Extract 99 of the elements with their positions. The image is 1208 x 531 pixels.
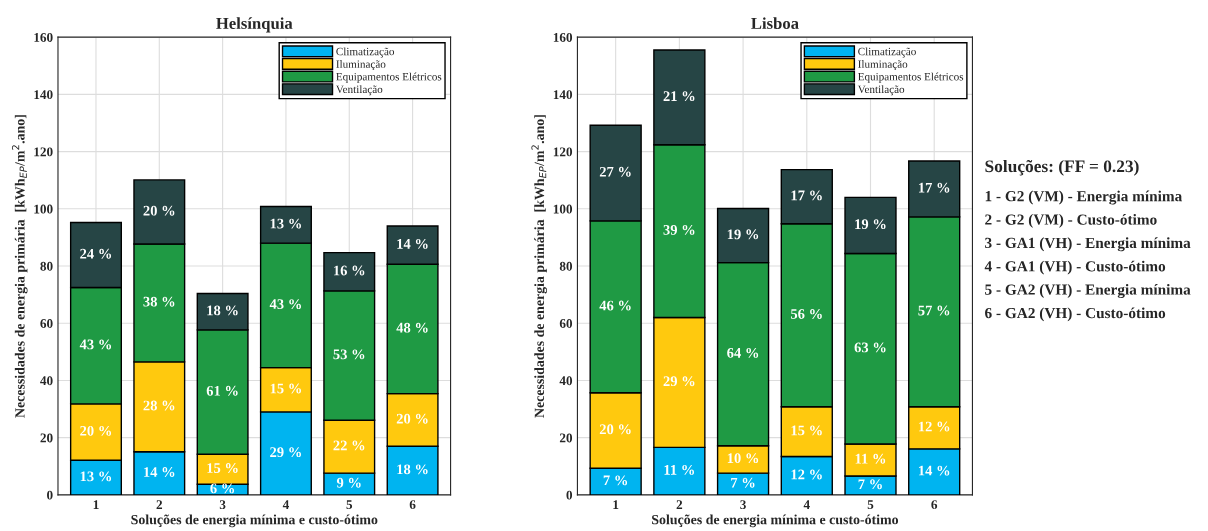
x-axis-title: Soluções de energia mínima e custo-ótimo — [652, 514, 899, 528]
legend-label: Iluminação — [336, 60, 386, 71]
x-tick-label: 2 — [156, 500, 163, 509]
y-tick-label: 140 — [34, 90, 53, 100]
annotation: 43 % — [269, 299, 301, 310]
annotation: 27 % — [599, 166, 631, 177]
annotation: 61 % — [206, 385, 238, 396]
annotation: 39 % — [663, 224, 695, 235]
annotation: 53 % — [333, 349, 365, 360]
annotation: 64 % — [727, 347, 759, 358]
annotation: 19 % — [855, 219, 886, 230]
annotation: 15 % — [270, 383, 301, 394]
annotation: 18 % — [207, 305, 238, 316]
annotation: 20 % — [143, 205, 175, 216]
annotation: 15 % — [207, 463, 238, 473]
annotation: 6 % — [210, 483, 235, 494]
y-axis-title: Necessidades de energia primária [kWh$_{EP}$/m$^{2}$.ano] — [11, 115, 28, 418]
x-tick-label: 3 — [219, 500, 226, 510]
y-tick-label: 40 — [40, 376, 53, 386]
y-tick-label: 160 — [553, 32, 573, 42]
annotation: 20 % — [599, 424, 631, 435]
y-axis-title: Necessidades de energia primária [kWh$_{EP}$/m$^{2}$.ano] — [531, 115, 547, 418]
y-tick-label: 20 — [559, 433, 573, 443]
y-tick-label: 20 — [40, 433, 53, 443]
x-tick-label: 2 — [676, 500, 683, 509]
text: Soluções: (FF = 0.23) — [985, 159, 1139, 176]
y-tick-label: 160 — [34, 32, 53, 42]
y-tick-label: 100 — [34, 204, 53, 214]
annotation: 14 % — [144, 467, 175, 477]
x-tick-label: 5 — [346, 500, 353, 510]
x-tick-label: 4 — [803, 500, 810, 509]
legend-label: Equipamentos Elétricos — [336, 72, 442, 83]
annotation: 29 % — [663, 376, 695, 387]
annotation: 11 % — [664, 464, 694, 475]
annotation: 20 % — [396, 413, 428, 424]
y-tick-label: 60 — [559, 319, 573, 328]
annotation: 14 % — [397, 238, 428, 249]
y-tick-label: 120 — [553, 147, 573, 157]
x-tick-label: 6 — [409, 500, 416, 510]
legend-label: Climatização — [858, 47, 916, 58]
text: 4 - GA1 (VH) - Custo-ótimo — [984, 260, 1166, 275]
x-tick-label: 6 — [931, 500, 938, 510]
y-tick-label: 40 — [559, 376, 573, 386]
x-axis-title: Soluções de energia mínima e custo-ótimo — [131, 514, 378, 528]
annotation: 20 % — [80, 425, 112, 436]
y-tick-label: 140 — [553, 90, 573, 100]
annotation: 13 % — [270, 218, 301, 229]
y-tick-label: 100 — [553, 204, 573, 214]
annotation: 57 % — [918, 305, 950, 316]
x-tick-label: 1 — [613, 500, 619, 509]
text: 1 - G2 (VM) - Energia mínima — [985, 190, 1183, 205]
legend-label: Ventilação — [335, 85, 383, 96]
annotation: 7 % — [731, 477, 755, 488]
y-tick-label: 60 — [40, 319, 53, 328]
legend-label: Ventilação — [857, 85, 905, 96]
x-tick-label: 4 — [282, 500, 289, 509]
annotation: 12 % — [791, 469, 822, 480]
legend-label: Equipamentos Elétricos — [858, 72, 964, 83]
legend-label: Iluminação — [858, 60, 908, 71]
annotation: 16 % — [334, 265, 365, 276]
annotation: 7 % — [603, 475, 628, 486]
y-tick-label: 0 — [566, 490, 573, 500]
chart-title: Helsínquia — [216, 17, 293, 33]
annotation: 18 % — [397, 464, 428, 475]
chart-title: Lisboa — [751, 17, 799, 29]
text: 3 - GA1 (VH) - Energia mínima — [985, 237, 1191, 252]
annotation: 17 % — [918, 182, 950, 193]
annotation: 9 % — [336, 477, 361, 488]
annotation: 17 % — [791, 190, 822, 201]
text: 2 - G2 (VM) - Custo-ótimo — [985, 213, 1157, 228]
annotation: 63 % — [854, 342, 886, 353]
annotation: 19 % — [727, 229, 759, 240]
annotation: 43 % — [79, 339, 112, 350]
annotation: 14 % — [918, 465, 950, 476]
x-tick-label: 5 — [867, 500, 874, 510]
annotation: 29 % — [270, 447, 301, 458]
y-tick-label: 0 — [47, 490, 53, 500]
annotation: 21 % — [663, 91, 695, 102]
annotation: 11 % — [855, 453, 886, 464]
annotation: 28 % — [143, 400, 175, 411]
annotation: 46 % — [599, 300, 631, 311]
annotation: 12 % — [918, 421, 950, 432]
annotation: 15 % — [791, 425, 822, 436]
annotation: 24 % — [80, 248, 112, 259]
annotation: 38 % — [143, 296, 175, 307]
legend-label: Climatização — [336, 47, 395, 58]
y-tick-label: 80 — [40, 261, 53, 271]
text: 5 - GA2 (VH) - Energia mínima — [985, 283, 1191, 298]
annotation: 13 % — [80, 471, 112, 482]
annotation: 48 % — [396, 322, 428, 333]
annotation: 22 % — [333, 440, 365, 451]
text: 6 - GA2 (VH) - Custo-ótimo — [985, 307, 1166, 322]
x-tick-label: 3 — [740, 500, 746, 510]
x-tick-label: 1 — [93, 500, 99, 509]
annotation: 56 % — [790, 309, 822, 319]
y-tick-label: 120 — [34, 147, 53, 157]
y-tick-label: 80 — [559, 261, 573, 271]
annotation: 7 % — [858, 479, 882, 490]
annotation: 10 % — [727, 453, 759, 464]
